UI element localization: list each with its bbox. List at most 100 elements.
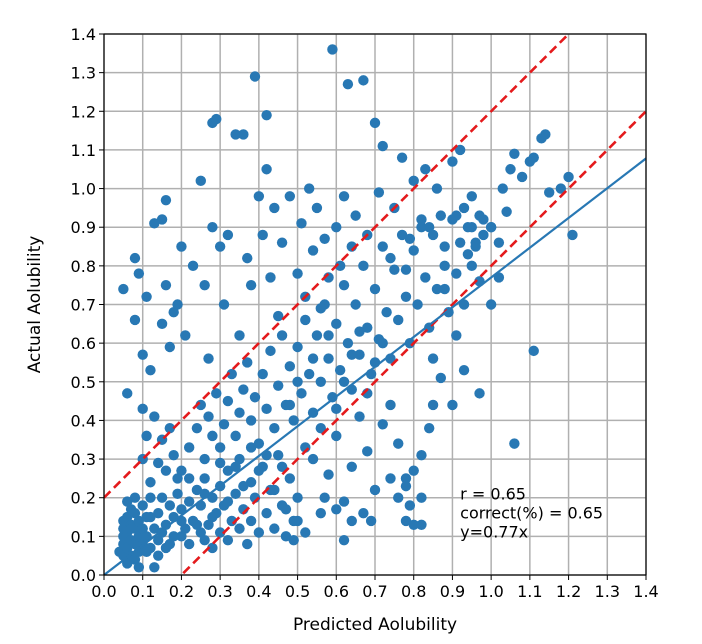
data-point	[416, 450, 427, 461]
data-point	[207, 511, 218, 523]
data-point	[149, 523, 160, 534]
data-point	[338, 535, 350, 546]
data-point	[346, 515, 357, 527]
data-point	[292, 341, 303, 353]
data-point	[141, 546, 152, 558]
data-point	[354, 326, 365, 337]
data-point	[300, 314, 311, 326]
data-point	[540, 129, 551, 140]
data-point	[273, 450, 284, 461]
data-point	[238, 480, 249, 492]
data-point	[141, 291, 152, 302]
data-point	[180, 523, 191, 534]
data-point	[133, 515, 145, 527]
x-tick-label: 0.1	[130, 582, 155, 601]
data-point	[160, 519, 172, 530]
y-axis-title: Actual Aolubility	[25, 236, 45, 374]
axes: 0.0 0.1 0.2 0.3 0.4 0.5 0.6 0.7 0.8 0.9 1.0 1.1 1.2 1…	[71, 25, 659, 601]
data-point	[466, 260, 477, 272]
data-point	[242, 252, 253, 264]
data-point	[168, 307, 179, 318]
fit-line	[104, 157, 646, 575]
data-point	[156, 527, 168, 538]
data-point	[222, 496, 234, 507]
lower-band-line	[179, 110, 646, 575]
data-point	[242, 538, 253, 550]
data-point	[358, 260, 369, 272]
data-point	[214, 241, 226, 252]
y-tick-label: 0.1	[71, 527, 96, 546]
data-point	[509, 438, 520, 449]
data-point	[245, 515, 257, 527]
data-point	[454, 144, 466, 156]
data-point	[172, 488, 183, 500]
data-point	[509, 148, 520, 159]
data-point	[493, 237, 505, 248]
data-point	[435, 372, 447, 384]
data-point	[373, 187, 385, 198]
data-point	[160, 194, 172, 206]
y-tick-label: 0.7	[71, 296, 96, 315]
data-point	[183, 496, 195, 507]
data-point	[269, 202, 280, 214]
data-point	[257, 229, 268, 241]
x-tick-label: 0.8	[401, 582, 426, 601]
data-point	[346, 461, 357, 472]
data-point	[172, 473, 183, 484]
data-point	[505, 164, 516, 175]
data-point	[249, 71, 261, 82]
data-point	[160, 279, 172, 291]
data-point	[156, 492, 168, 503]
data-point	[195, 175, 206, 187]
data-point	[149, 562, 160, 573]
data-point	[315, 376, 326, 387]
data-point	[261, 507, 272, 519]
data-point	[478, 229, 489, 241]
data-point	[222, 395, 234, 407]
data-point	[191, 484, 203, 496]
data-point	[458, 299, 470, 310]
data-point	[265, 345, 276, 357]
data-point	[451, 268, 462, 279]
data-point	[354, 349, 365, 360]
data-point	[183, 442, 195, 453]
data-point	[242, 357, 253, 368]
x-tick-label: 0.2	[169, 582, 194, 601]
data-point	[122, 558, 133, 569]
data-point	[172, 299, 183, 310]
x-tick-label: 0.5	[285, 582, 310, 601]
data-point	[307, 353, 319, 364]
data-point	[323, 469, 334, 480]
data-point	[168, 531, 179, 542]
data-point	[153, 535, 164, 546]
data-point	[377, 140, 388, 152]
data-point	[474, 388, 485, 399]
data-point	[338, 191, 350, 202]
data-point	[125, 523, 137, 534]
data-point	[253, 438, 265, 449]
data-point	[544, 187, 555, 198]
data-point	[396, 152, 408, 163]
data-point	[230, 430, 241, 442]
data-point	[145, 477, 156, 488]
data-point	[528, 152, 539, 163]
y-tick-label: 1.1	[71, 141, 96, 160]
data-point	[257, 368, 268, 380]
data-point	[133, 562, 145, 573]
x-tick-label: 1.3	[595, 582, 620, 601]
data-point	[346, 349, 357, 360]
data-point	[400, 515, 412, 527]
data-point	[183, 538, 195, 550]
y-tick-label: 0.5	[71, 373, 96, 392]
data-point	[214, 442, 226, 453]
data-point	[454, 237, 466, 248]
data-point	[451, 210, 462, 221]
data-point	[362, 446, 373, 457]
data-point	[207, 430, 218, 442]
data-point	[377, 419, 388, 430]
data-point	[234, 453, 245, 465]
data-point	[385, 252, 396, 264]
data-point	[284, 399, 296, 411]
data-point	[327, 44, 338, 55]
